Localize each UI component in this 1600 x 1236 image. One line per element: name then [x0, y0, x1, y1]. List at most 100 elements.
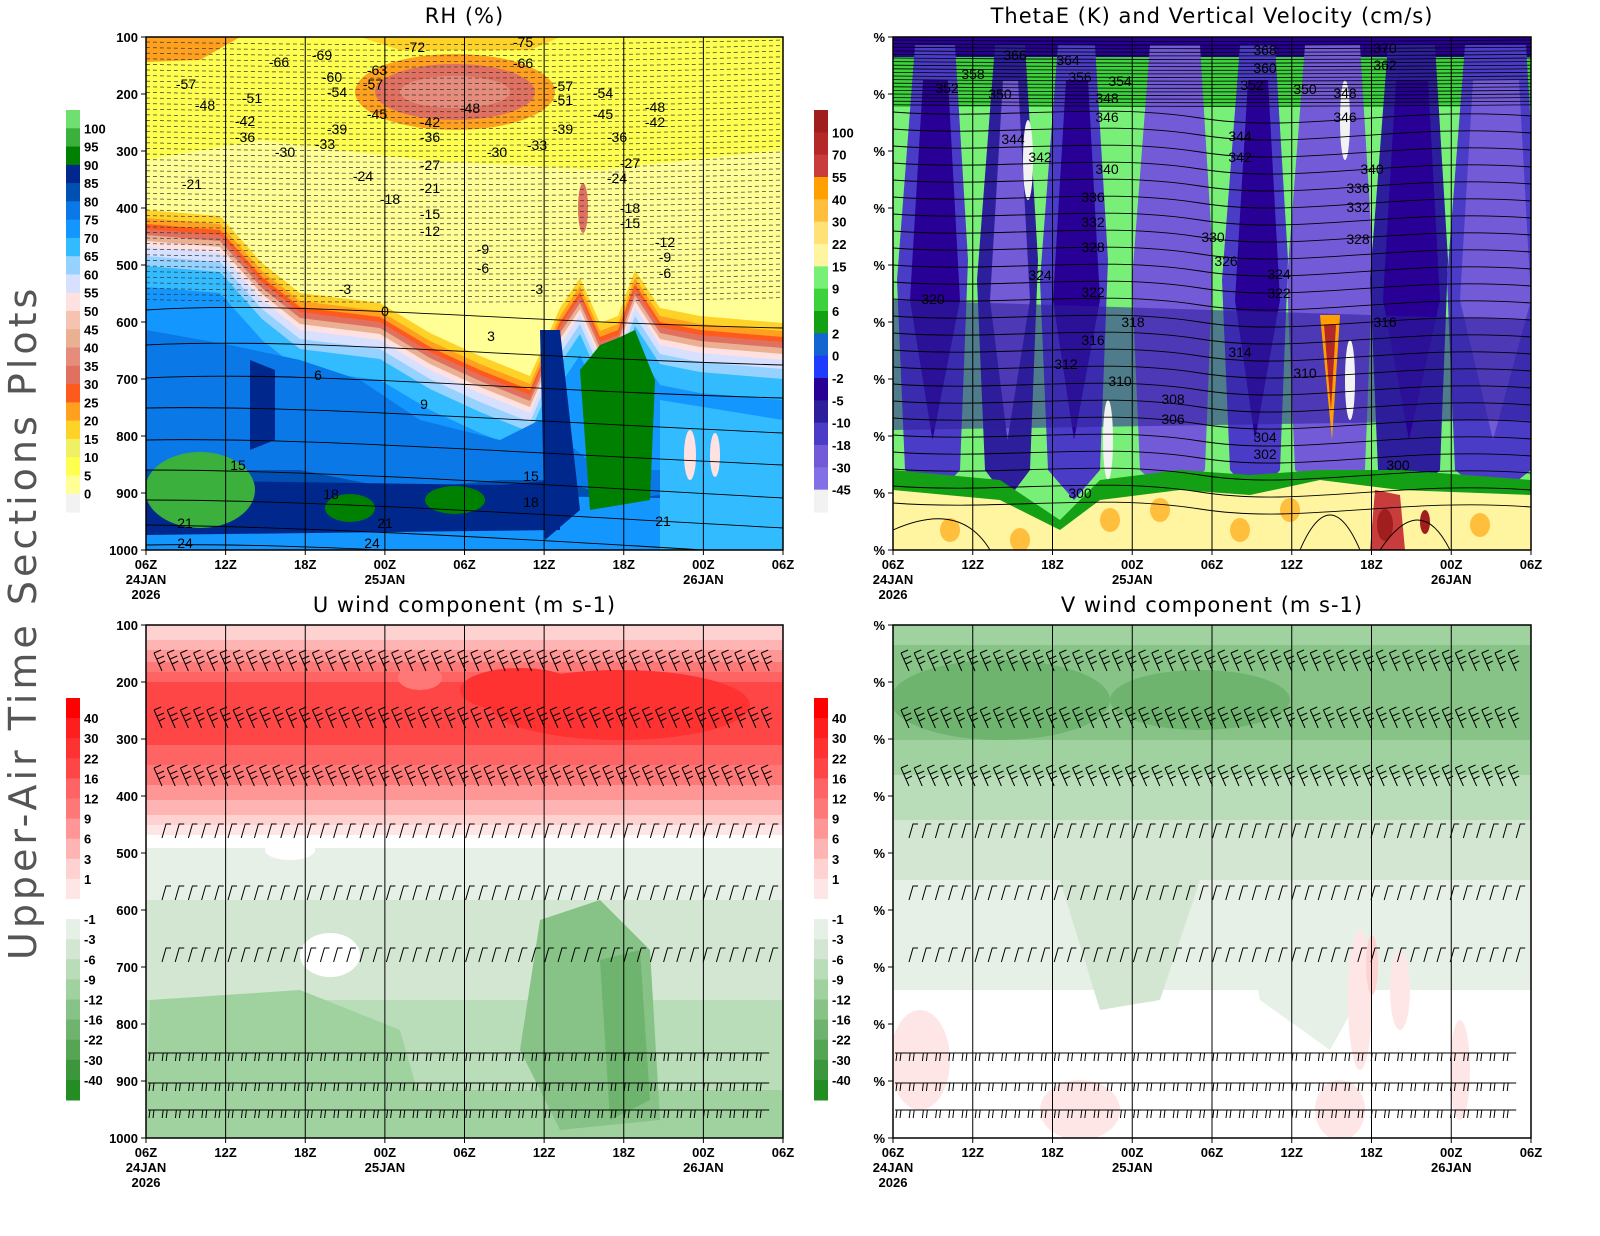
- wind-barb: [530, 1052, 545, 1062]
- colorbar-swatch: [814, 110, 828, 133]
- wind-barb: [1132, 1109, 1147, 1119]
- isotherm-dashed: [146, 62, 783, 68]
- wind-barb: [187, 1052, 202, 1062]
- thetae-contour: [893, 50, 1531, 53]
- wind-barb: [1138, 706, 1150, 729]
- contour-label: -57: [176, 76, 196, 92]
- colorbar-swatch: [814, 288, 828, 312]
- colorbar-label: 16: [84, 771, 98, 786]
- wind-barb: [517, 823, 528, 839]
- wind-barb: [333, 947, 343, 963]
- wind-barb: [1014, 947, 1024, 963]
- x-tick-label: 00Z: [692, 557, 714, 572]
- wind-barb: [531, 947, 541, 963]
- wind-barb: [544, 1082, 558, 1092]
- wind-barb: [364, 649, 377, 672]
- isotherm-solid: [146, 469, 783, 499]
- wind-barb: [1383, 947, 1394, 963]
- wind-barb: [562, 706, 575, 729]
- wind-barb: [1106, 885, 1116, 901]
- wind-barb: [1507, 649, 1520, 672]
- colorbar-swatch: [66, 365, 80, 385]
- isotherm-dashed: [146, 157, 783, 163]
- wind-barb: [174, 885, 185, 901]
- wind-barb: [549, 764, 562, 787]
- wind-barb: [1494, 649, 1507, 672]
- wind-barb: [1423, 885, 1433, 901]
- x-tick-label: 06Z: [1520, 1145, 1542, 1160]
- wind-barb: [1243, 764, 1256, 787]
- contour-label: -3: [339, 281, 352, 297]
- colorbar-label: -2: [832, 371, 844, 386]
- wind-barb: [655, 649, 667, 672]
- wind-barb: [649, 1109, 664, 1119]
- wind-barb: [1349, 649, 1362, 672]
- wind-barb: [200, 1052, 215, 1062]
- wind-barb: [325, 649, 337, 672]
- contour-label: 336: [1346, 180, 1370, 196]
- thetae-contour: [893, 416, 1531, 430]
- wind-barb: [1322, 649, 1335, 672]
- wind-barb: [280, 1109, 294, 1119]
- wind-barb: [333, 885, 343, 901]
- wind-barb: [681, 706, 694, 729]
- wind-barb: [351, 706, 364, 729]
- y-tick-label: %: [873, 1131, 885, 1146]
- wind-barb: [1410, 823, 1420, 839]
- wind-barb: [921, 885, 932, 901]
- colorbar-swatch: [814, 467, 828, 491]
- wind-barb: [398, 1082, 413, 1092]
- isotherm-dashed: [146, 39, 783, 45]
- wind-barb: [715, 1052, 730, 1062]
- colorbar-swatch: [814, 758, 828, 779]
- wind-barb: [280, 823, 290, 839]
- contour-label: 330: [1201, 229, 1225, 245]
- wind-barb: [1072, 649, 1084, 672]
- wind-barb: [1283, 764, 1296, 787]
- x-date-label: 25JAN: [365, 572, 405, 587]
- wind-barb: [961, 885, 971, 901]
- wind-barb: [1027, 1052, 1041, 1062]
- thetae-contour: [893, 54, 1531, 57]
- field-region: [425, 486, 485, 514]
- isotherm-dashed: [146, 134, 783, 141]
- wind-barb: [285, 649, 298, 672]
- wind-barb: [293, 885, 303, 901]
- wind-barb: [179, 764, 192, 787]
- colorbar-label: 70: [832, 148, 846, 163]
- contour-label: -3: [531, 281, 544, 297]
- contour-label: -69: [312, 47, 332, 63]
- colorbar-swatch: [66, 758, 80, 779]
- wind-barb: [148, 1082, 162, 1092]
- contour-label: -36: [420, 129, 440, 145]
- colorbar-label: 6: [84, 832, 91, 847]
- wind-barb: [623, 823, 633, 839]
- y-tick-label: %: [873, 543, 885, 558]
- wind-barb: [1251, 1052, 1266, 1062]
- isotherm-dashed: [146, 269, 783, 275]
- wind-barb: [1515, 823, 1526, 839]
- wind-barb: [530, 1082, 545, 1092]
- wind-barb: [1217, 706, 1230, 729]
- wind-barb: [1053, 1109, 1068, 1119]
- wind-barb: [1309, 706, 1322, 729]
- x-tick-label: 06Z: [772, 557, 794, 572]
- wind-barb: [1066, 885, 1077, 901]
- wind-barb: [987, 947, 998, 963]
- colorbar-label: 95: [84, 140, 98, 155]
- wind-barb: [259, 706, 271, 729]
- wind-barb: [1119, 947, 1130, 963]
- colorbar-swatch: [66, 939, 80, 960]
- wind-barb: [689, 823, 699, 839]
- field-region: [460, 668, 580, 712]
- wind-barb: [1014, 885, 1024, 901]
- colorbar-swatch: [814, 738, 828, 759]
- wind-barb: [1357, 1052, 1371, 1062]
- colorbar-label: 0: [84, 487, 91, 502]
- colorbar-swatch: [814, 838, 828, 860]
- contour-label: 352: [1240, 77, 1264, 93]
- wind-barb: [1190, 706, 1203, 729]
- wind-barb: [544, 947, 554, 963]
- x-tick-label: 18Z: [294, 1145, 316, 1160]
- thetae-contour: [893, 280, 1531, 294]
